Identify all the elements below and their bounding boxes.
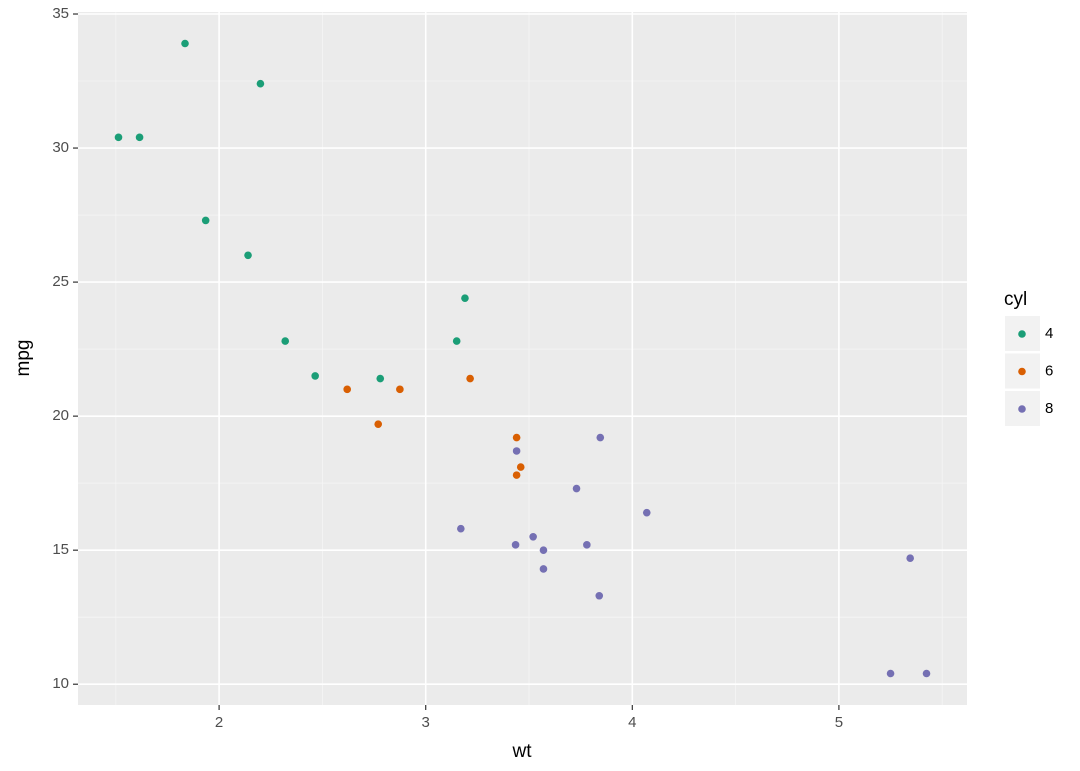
- point: [201, 216, 210, 225]
- y-tick-label: 20: [52, 407, 69, 424]
- point: [539, 546, 548, 554]
- y-tick-label: 35: [52, 5, 69, 22]
- point: [516, 463, 525, 471]
- point: [529, 532, 537, 541]
- legend-title: cyl: [1004, 289, 1027, 310]
- point: [181, 39, 189, 48]
- point: [466, 374, 474, 383]
- legend-symbol: [1018, 405, 1026, 413]
- point: [583, 541, 591, 549]
- point: [512, 433, 521, 442]
- y-tick-label: 25: [52, 273, 69, 290]
- point: [906, 554, 914, 563]
- legend-label: 6: [1045, 362, 1053, 379]
- point: [114, 133, 123, 142]
- x-axis-title: wt: [512, 741, 533, 762]
- point: [642, 508, 651, 517]
- x-tick-label: 5: [835, 714, 843, 731]
- point: [922, 669, 931, 678]
- point: [572, 484, 581, 493]
- y-axis-title: mpg: [13, 340, 34, 377]
- point: [376, 374, 385, 383]
- point: [311, 372, 319, 380]
- x-tick-label: 3: [422, 714, 430, 731]
- point: [539, 565, 548, 573]
- y-tick-label: 15: [52, 541, 69, 558]
- point: [244, 251, 252, 260]
- point: [595, 591, 604, 600]
- point: [281, 337, 290, 345]
- point: [886, 669, 895, 678]
- point: [512, 447, 521, 455]
- point: [461, 294, 469, 302]
- point: [511, 541, 520, 549]
- x-tick-label: 2: [215, 714, 223, 731]
- legend-label: 8: [1045, 400, 1053, 417]
- legend-label: 4: [1045, 325, 1053, 342]
- point: [596, 433, 605, 442]
- y-tick-label: 10: [52, 675, 69, 692]
- point: [343, 385, 351, 394]
- panel: [78, 12, 967, 705]
- point: [452, 337, 461, 345]
- legend-symbol: [1018, 367, 1026, 376]
- point: [256, 79, 265, 88]
- point: [374, 420, 382, 428]
- point: [457, 524, 465, 533]
- x-tick-label: 4: [628, 714, 636, 731]
- point: [396, 385, 404, 394]
- legend-symbol: [1018, 330, 1026, 338]
- point: [512, 471, 521, 479]
- y-tick-label: 30: [52, 139, 69, 156]
- point: [135, 133, 144, 142]
